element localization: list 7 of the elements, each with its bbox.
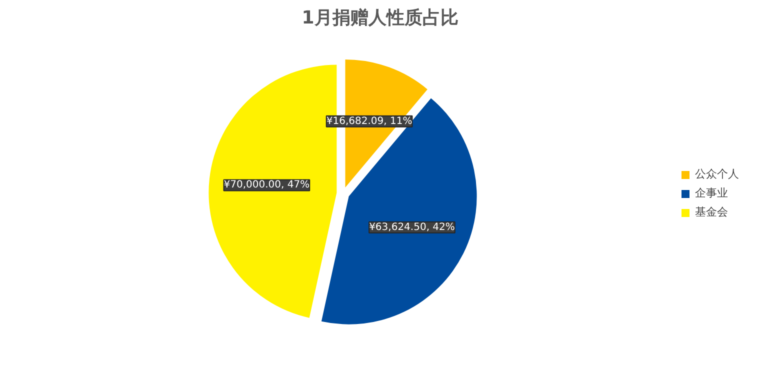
data-label: ¥16,682.09, 11% <box>326 116 412 127</box>
legend-label: 企事业 <box>695 186 728 200</box>
chart-title: 1月捐赠人性质占比 <box>302 8 458 28</box>
legend-label: 基金会 <box>695 204 728 220</box>
data-label: ¥70,000.00, 47% <box>224 180 310 191</box>
legend-label: 公众个人 <box>695 166 739 182</box>
data-label: ¥63,624.50, 42% <box>369 222 455 233</box>
